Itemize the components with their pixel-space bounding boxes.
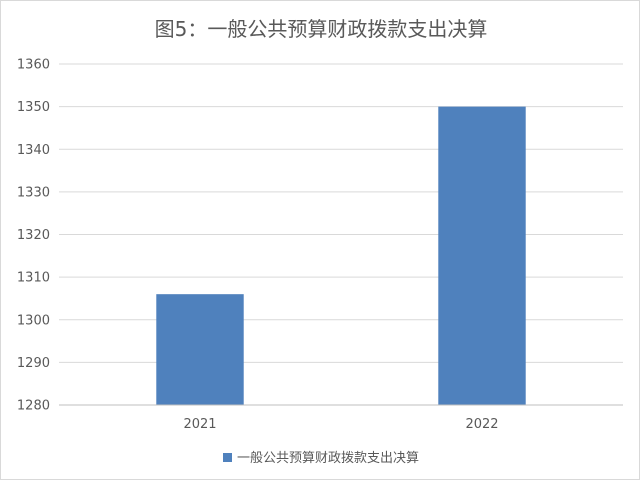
- x-tick-label-2021: 2021: [183, 417, 216, 432]
- x-axis: 2021 2022: [59, 404, 623, 432]
- gridlines: [59, 63, 623, 406]
- y-tick-label-6: 1340: [17, 143, 50, 158]
- x-tick-label-2022: 2022: [465, 417, 498, 432]
- y-tick-label-7: 1350: [17, 100, 50, 115]
- bar-2022: [438, 106, 526, 405]
- bar-2021: [156, 294, 244, 405]
- y-tick-label-4: 1320: [17, 228, 50, 243]
- legend-label: 一般公共预算财政拨款支出决算: [236, 451, 419, 466]
- chart-title: 图5：一般公共预算财政拨款支出决算: [154, 17, 488, 41]
- y-tick-label-1: 1290: [17, 356, 50, 371]
- y-tick-label-0: 1280: [17, 399, 50, 414]
- bar-chart: 1280 1290 1300 1310 1320 1330 1340 1350 1360 202…: [17, 58, 623, 432]
- legend: 一般公共预算财政拨款支出决算: [1, 447, 640, 466]
- legend-swatch: [222, 453, 232, 462]
- bars: [156, 106, 526, 405]
- y-axis: 1280 1290 1300 1310 1320 1330 1340 1350 1360: [17, 58, 50, 414]
- y-tick-label-3: 1310: [17, 271, 50, 286]
- y-tick-label-2: 1300: [17, 313, 50, 328]
- y-tick-label-8: 1360: [17, 58, 50, 73]
- y-tick-label-5: 1330: [17, 185, 50, 200]
